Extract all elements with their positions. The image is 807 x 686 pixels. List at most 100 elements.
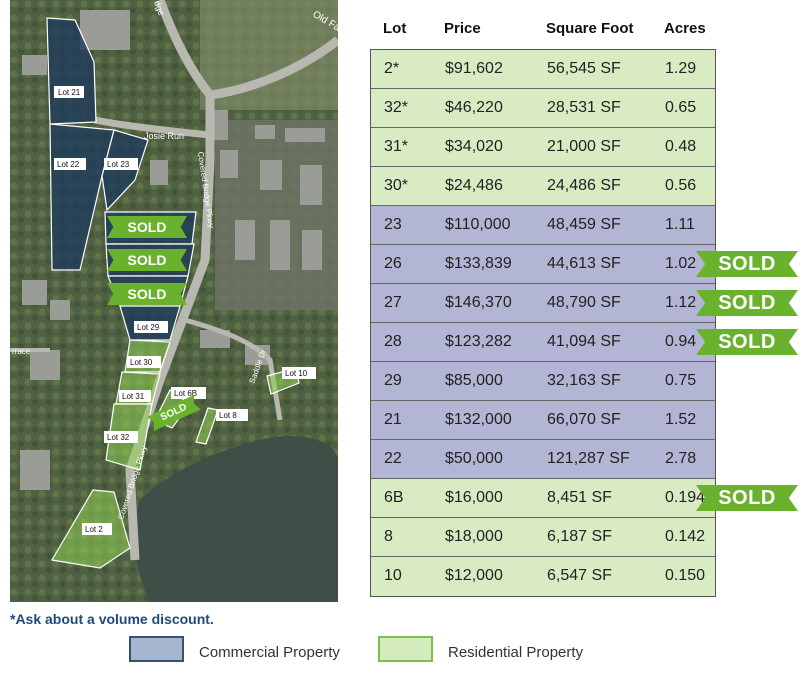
footnote: *Ask about a volume discount.: [10, 611, 214, 627]
sqft-cell: 121,287 SF: [547, 450, 630, 467]
table-header: Lot Price Square Foot Acres: [370, 18, 716, 40]
acres-cell: 1.52: [665, 411, 697, 428]
lot-21-label: Lot 21: [58, 88, 81, 97]
header-square-foot: Square Foot: [546, 20, 634, 37]
table-row: 21 $132,000 66,070 SF 1.52: [371, 401, 715, 440]
table-row: 8 $18,000 6,187 SF 0.142: [371, 518, 715, 557]
lot-cell: 2*: [384, 60, 400, 77]
map-sold-banner: SOLD: [107, 216, 187, 238]
acres-cell: 0.75: [665, 372, 697, 389]
sqft-cell: 44,613 SF: [547, 255, 621, 272]
sold-tag: SOLD: [696, 329, 798, 355]
table-row: 31* $34,020 21,000 SF 0.48: [371, 128, 715, 167]
acres-cell: 0.142: [665, 528, 706, 545]
price-cell: $50,000: [445, 450, 503, 467]
apartments-area: [215, 120, 338, 310]
sqft-cell: 66,070 SF: [547, 411, 621, 428]
acres-cell: 0.194: [665, 489, 706, 506]
acres-cell: 1.02: [665, 255, 697, 272]
sqft-cell: 21,000 SF: [547, 138, 621, 155]
lot-table: 2* $91,602 56,545 SF 1.29 32* $46,220 28,531 S…: [370, 49, 716, 597]
price-cell: $18,000: [445, 528, 503, 545]
lot-22-label: Lot 22: [57, 160, 80, 169]
legend-residential-swatch: [378, 636, 433, 662]
map-svg: Lot 21 Lot 22 Lot 23 Lot 29 Lot 30 Lot 3…: [10, 0, 338, 602]
roads: [10, 0, 338, 561]
lake: [133, 436, 338, 602]
lot-cell: 6B: [384, 489, 404, 506]
acres-cell: 1.12: [665, 294, 697, 311]
lot-31-label: Lot 31: [122, 392, 145, 401]
table-row: 23 $110,000 48,459 SF 1.11: [371, 206, 715, 245]
header-lot: Lot: [383, 20, 407, 37]
legend-commercial-label: Commercial Property: [199, 644, 340, 661]
sqft-cell: 6,187 SF: [547, 528, 612, 545]
price-cell: $85,000: [445, 372, 503, 389]
table-row: 10 $12,000 6,547 SF 0.150: [371, 557, 715, 596]
sold-tag: SOLD: [696, 290, 798, 316]
sqft-cell: 32,163 SF: [547, 372, 621, 389]
map-sold-banner: SOLD: [107, 283, 187, 305]
lot-cell: 23: [384, 216, 402, 233]
lot-cell: 8: [384, 528, 393, 545]
price-cell: $12,000: [445, 567, 503, 584]
acres-cell: 0.94: [665, 333, 697, 350]
lot-labels: Lot 21 Lot 22 Lot 23 Lot 29 Lot 30 Lot 3…: [54, 86, 316, 535]
acres-cell: 0.65: [665, 99, 697, 116]
lot-2-label: Lot 2: [85, 525, 103, 534]
price-cell: $46,220: [445, 99, 503, 116]
lot-29-label: Lot 29: [137, 323, 160, 332]
sold-tag: SOLD: [696, 251, 798, 277]
table-row: 28 $123,282 41,094 SF 0.94: [371, 323, 715, 362]
table-row: 29 $85,000 32,163 SF 0.75: [371, 362, 715, 401]
price-cell: $91,602: [445, 60, 503, 77]
price-cell: $133,839: [445, 255, 512, 272]
table-row: 22 $50,000 121,287 SF 2.78: [371, 440, 715, 479]
acres-cell: 0.48: [665, 138, 697, 155]
lot-30-label: Lot 30: [130, 358, 153, 367]
price-cell: $146,370: [445, 294, 512, 311]
street-josie-run: Josie Run: [144, 131, 184, 141]
table-row: 2* $91,602 56,545 SF 1.29: [371, 50, 715, 89]
lot-6b-label: Lot 6B: [174, 389, 197, 398]
lot-cell: 26: [384, 255, 402, 272]
lot-cell: 31*: [384, 138, 409, 155]
acres-cell: 0.56: [665, 177, 697, 194]
price-cell: $24,486: [445, 177, 503, 194]
sqft-cell: 6,547 SF: [547, 567, 612, 584]
sqft-cell: 48,790 SF: [547, 294, 621, 311]
header-acres: Acres: [664, 20, 706, 37]
lot-8-parcel[interactable]: [195, 407, 219, 445]
price-cell: $132,000: [445, 411, 512, 428]
price-cell: $16,000: [445, 489, 503, 506]
lot-10-label: Lot 10: [285, 369, 308, 378]
table-row: 30* $24,486 24,486 SF 0.56: [371, 167, 715, 206]
price-cell: $34,020: [445, 138, 503, 155]
legend-commercial-swatch: [129, 636, 184, 662]
sold-tag: SOLD: [696, 485, 798, 511]
acres-cell: 1.29: [665, 60, 697, 77]
price-cell: $110,000: [445, 216, 511, 233]
sqft-cell: 24,486 SF: [547, 177, 621, 194]
sqft-cell: 8,451 SF: [547, 489, 612, 506]
lot-cell: 21: [384, 411, 402, 428]
price-cell: $123,282: [445, 333, 512, 350]
lot-cell: 30*: [384, 177, 409, 194]
map-sold-banner: SOLD: [107, 249, 187, 271]
header-price: Price: [444, 20, 481, 37]
lot-23-label: Lot 23: [107, 160, 130, 169]
street-bridge-partial: dge: [152, 0, 167, 17]
sqft-cell: 48,459 SF: [547, 216, 621, 233]
legend-residential-label: Residential Property: [448, 644, 584, 661]
sqft-cell: 41,094 SF: [547, 333, 621, 350]
site-map: Lot 21 Lot 22 Lot 23 Lot 29 Lot 30 Lot 3…: [10, 0, 338, 602]
lot-8-label: Lot 8: [219, 411, 237, 420]
lot-32-label: Lot 32: [107, 433, 130, 442]
lot-cell: 10: [384, 567, 402, 584]
table-row: 6B $16,000 8,451 SF 0.194: [371, 479, 715, 518]
table-row: 32* $46,220 28,531 SF 0.65: [371, 89, 715, 128]
acres-cell: 1.11: [665, 216, 695, 233]
lot-cell: 32*: [384, 99, 409, 116]
sqft-cell: 28,531 SF: [547, 99, 621, 116]
acres-cell: 0.150: [665, 567, 706, 584]
